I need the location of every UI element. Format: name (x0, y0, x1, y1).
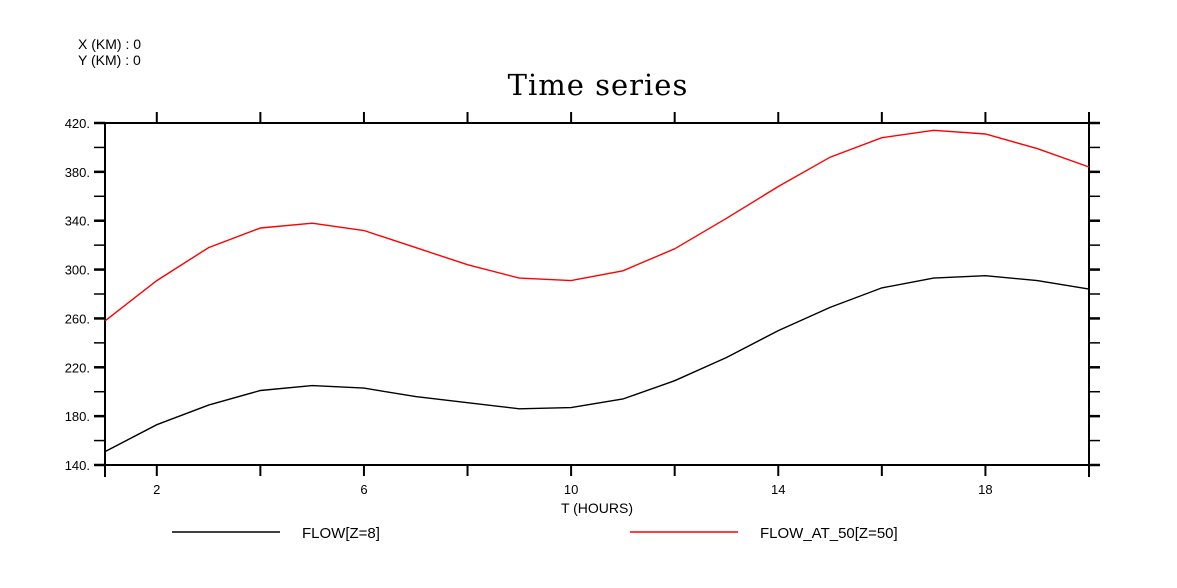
x-tick-label: 10 (564, 482, 578, 497)
header-x-coord: X (KM) : 0 (78, 36, 142, 52)
series-line (104, 274, 1090, 453)
x-tick-label: 14 (771, 482, 785, 497)
header-y-coord: Y (KM) : 0 (78, 52, 141, 68)
x-tick-label: 18 (978, 482, 992, 497)
y-tick-label: 220. (65, 360, 90, 375)
y-tick-label: 380. (65, 165, 90, 180)
y-tick-label: 340. (65, 214, 90, 229)
y-tick-label: 420. (65, 116, 90, 131)
legend: FLOW[Z=8] FLOW_AT_50[Z=50] (172, 525, 898, 542)
legend-label: FLOW[Z=8] (302, 525, 380, 542)
x-tick-label: 6 (360, 482, 367, 497)
y-tick-label: 300. (65, 263, 90, 278)
y-tick-label: 180. (65, 409, 90, 424)
chart-title: Time series (507, 68, 689, 102)
x-axis-label: T (HOURS) (560, 500, 634, 516)
y-tick-label: 260. (65, 311, 90, 326)
plot-axes: 140. 180. 220. 260. 300. 340. 380. 420. 2 6 10 14 18 (65, 112, 1100, 497)
x-tick-label: 2 (153, 482, 160, 497)
y-tick-label: 140. (65, 458, 90, 473)
legend-label: FLOW_AT_50[Z=50] (760, 525, 898, 542)
series-line (104, 129, 1090, 322)
series-lines (104, 129, 1090, 453)
